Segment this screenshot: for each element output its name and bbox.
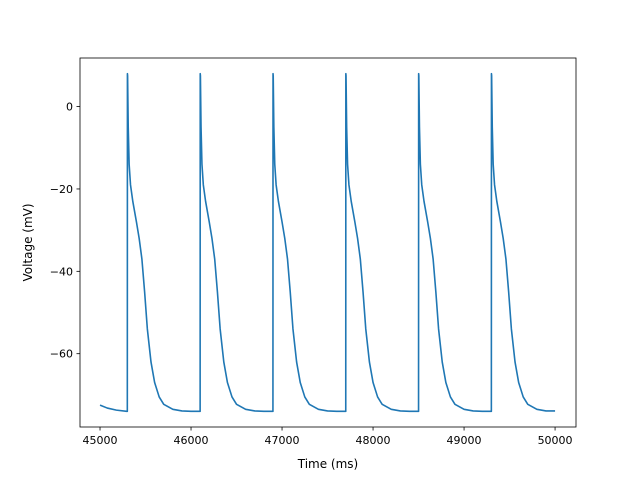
- x-tick-label: 48000: [356, 434, 391, 447]
- y-tick-label: −20: [50, 183, 73, 196]
- x-tick-label: 45000: [83, 434, 118, 447]
- y-tick-label: 0: [66, 101, 73, 114]
- x-tick-label: 47000: [265, 434, 300, 447]
- y-tick-label: −40: [50, 265, 73, 278]
- y-axis-ticks: 0 −20 −40 −60: [50, 101, 80, 361]
- x-tick-label: 49000: [447, 434, 482, 447]
- x-tick-label: 46000: [174, 434, 209, 447]
- y-axis-label: Voltage (mV): [21, 203, 35, 281]
- x-tick-label: 50000: [538, 434, 573, 447]
- axes-frame: [79, 57, 577, 428]
- y-tick-label: −60: [50, 348, 73, 361]
- x-axis-label: Time (ms): [297, 457, 359, 471]
- plot-area: [99, 72, 556, 413]
- x-axis-ticks: 45000 46000 47000 48000 49000 50000: [83, 427, 573, 447]
- voltage-trace-line: [99, 72, 556, 413]
